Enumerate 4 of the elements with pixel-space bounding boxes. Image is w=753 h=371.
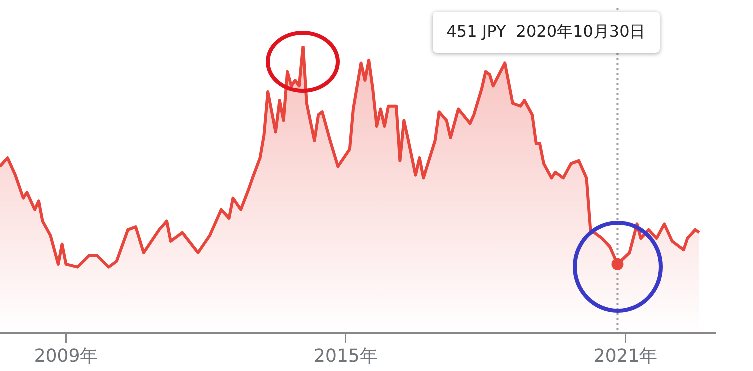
text: 451 JPY 2020年10月30日 [432,12,660,53]
x-tick-label: 2009年 [34,346,98,367]
x-tick-label: 2015年 [314,346,378,367]
x-tick-label: 2021年 [594,346,658,367]
